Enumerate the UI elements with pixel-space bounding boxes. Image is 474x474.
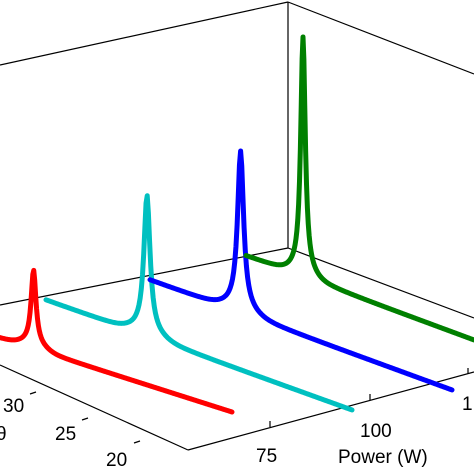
x-tick-label: 25 xyxy=(55,424,76,445)
x-tick-label: 20 xyxy=(106,450,127,471)
y-axis-label: Power (W) xyxy=(338,447,428,468)
series-line-100w xyxy=(43,193,355,413)
box-edge-front-x xyxy=(0,364,189,451)
series-line-125w xyxy=(147,148,455,393)
y-tick-label: 75 xyxy=(256,446,277,467)
x-axis-label: θ xyxy=(0,424,7,445)
box-edge-front-y xyxy=(187,371,474,451)
series-lines xyxy=(0,34,474,415)
axes-box xyxy=(0,1,474,451)
box-edge-floor-right xyxy=(287,247,474,319)
y-ticks: 75 100 1 xyxy=(256,368,473,467)
y-tick-label: 100 xyxy=(360,421,392,442)
box-edge-back-right xyxy=(287,1,474,75)
x-tick-mark xyxy=(29,391,37,395)
x-tick-mark xyxy=(81,417,89,421)
x-tick-mark xyxy=(133,440,141,444)
series-line-75w xyxy=(0,267,235,415)
y-tick-label: 1 xyxy=(462,394,473,415)
x-tick-label: 30 xyxy=(3,396,24,417)
box-edge-back-top xyxy=(0,1,289,66)
series-line-150w xyxy=(243,34,474,343)
x-ticks: 30 25 20 xyxy=(3,391,141,471)
